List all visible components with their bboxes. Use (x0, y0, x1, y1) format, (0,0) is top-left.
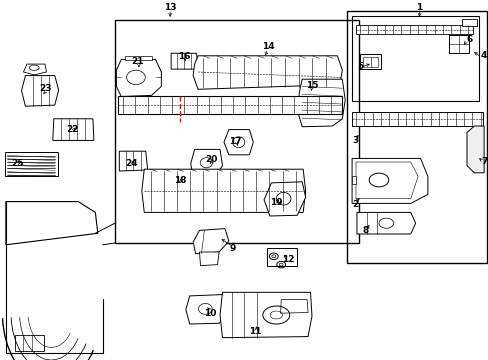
Polygon shape (359, 54, 381, 69)
Polygon shape (363, 57, 377, 67)
Text: 14: 14 (261, 42, 274, 51)
Polygon shape (355, 25, 472, 34)
Polygon shape (185, 294, 228, 324)
Bar (115, 20, 359, 243)
Text: 20: 20 (204, 156, 217, 164)
Text: 16: 16 (177, 52, 190, 61)
Polygon shape (461, 19, 476, 26)
Polygon shape (351, 176, 355, 184)
Polygon shape (190, 149, 222, 176)
Text: 4: 4 (480, 51, 487, 60)
Polygon shape (193, 56, 342, 89)
Polygon shape (6, 202, 98, 245)
Bar (351, 16, 478, 101)
Text: 5: 5 (356, 62, 362, 71)
Polygon shape (264, 182, 305, 216)
Text: 23: 23 (40, 84, 52, 93)
Polygon shape (356, 212, 415, 234)
Text: 24: 24 (125, 159, 138, 168)
Text: 9: 9 (229, 244, 236, 253)
Polygon shape (280, 300, 307, 313)
Text: 19: 19 (270, 198, 283, 207)
Text: 25: 25 (11, 159, 24, 168)
Polygon shape (119, 151, 147, 171)
Text: 3: 3 (351, 136, 357, 145)
Text: 15: 15 (305, 81, 318, 90)
Polygon shape (466, 126, 483, 173)
Text: 22: 22 (66, 125, 79, 134)
Polygon shape (15, 335, 44, 351)
Polygon shape (351, 112, 482, 126)
Text: 6: 6 (466, 35, 471, 44)
Polygon shape (21, 76, 59, 106)
Polygon shape (448, 35, 468, 53)
Polygon shape (199, 252, 219, 266)
Text: 7: 7 (480, 158, 487, 166)
Text: 18: 18 (173, 176, 186, 185)
Polygon shape (193, 229, 228, 254)
Text: 17: 17 (229, 136, 242, 145)
Bar (346, 11, 486, 263)
Text: 2: 2 (351, 200, 357, 209)
Polygon shape (224, 130, 253, 155)
Polygon shape (124, 56, 151, 60)
Polygon shape (220, 292, 311, 338)
Text: 13: 13 (163, 3, 176, 12)
Polygon shape (351, 158, 427, 203)
Polygon shape (171, 53, 198, 69)
Polygon shape (116, 59, 161, 96)
Polygon shape (142, 169, 305, 212)
Text: 21: 21 (131, 57, 144, 66)
Polygon shape (23, 64, 46, 75)
Text: 10: 10 (203, 309, 216, 318)
Polygon shape (5, 152, 58, 176)
Text: 11: 11 (248, 327, 261, 336)
Polygon shape (355, 162, 417, 199)
Polygon shape (298, 79, 345, 127)
Text: 1: 1 (416, 3, 422, 12)
Text: 8: 8 (362, 226, 368, 235)
Polygon shape (118, 96, 342, 114)
Text: 12: 12 (282, 255, 294, 264)
Polygon shape (53, 119, 94, 140)
